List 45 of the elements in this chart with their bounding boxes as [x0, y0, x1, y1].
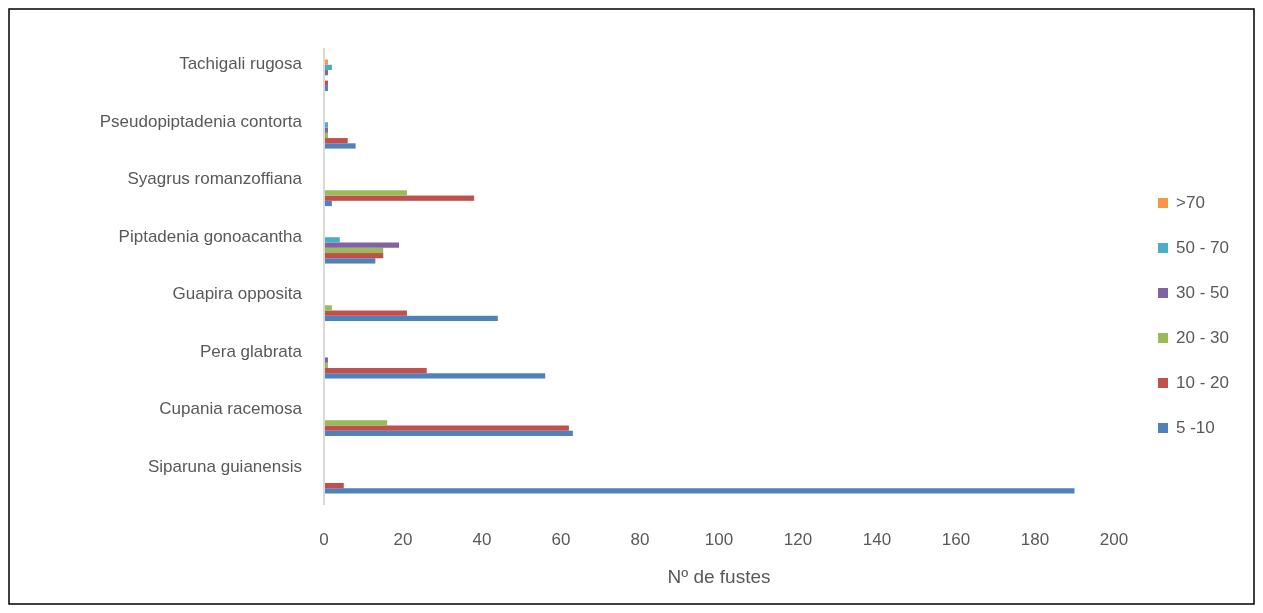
- legend-label: >70: [1176, 193, 1205, 212]
- bar: [324, 258, 376, 264]
- bar: [324, 482, 344, 489]
- legend-label: 30 - 50: [1176, 283, 1229, 302]
- y-tick-label: Cupania racemosa: [159, 399, 303, 419]
- x-tick-label: 200: [1099, 530, 1129, 549]
- bar: [324, 195, 475, 201]
- x-tick-label: 40: [472, 530, 492, 549]
- x-tick-label: 20: [393, 530, 413, 549]
- x-tick-label: 60: [551, 530, 571, 549]
- bar: [324, 143, 356, 149]
- y-tick-label: Siparuna guianensis: [147, 456, 302, 476]
- legend-label: 5 -10: [1176, 418, 1215, 437]
- bar: [324, 247, 384, 254]
- bar: [324, 368, 427, 374]
- x-axis-title: Nº de fustes: [667, 566, 771, 587]
- y-tick-label: Pseudopiptadenia contorta: [99, 111, 303, 131]
- y-tick-label: Tachigali rugosa: [179, 54, 303, 74]
- x-tick-label: 100: [704, 530, 734, 549]
- x-tick-label: 180: [1020, 530, 1050, 549]
- legend-label: 10 - 20: [1176, 373, 1229, 392]
- bar: [324, 138, 348, 144]
- bar: [324, 305, 332, 311]
- bar: [324, 237, 340, 243]
- y-tick-label: Guapira opposita: [172, 284, 303, 304]
- x-tick-label: 80: [630, 530, 650, 549]
- x-tick-label: 140: [862, 530, 892, 549]
- bar: [324, 190, 407, 196]
- bar: [324, 315, 498, 322]
- bar: [324, 425, 569, 431]
- bar: [324, 488, 1075, 494]
- bar: [324, 430, 573, 437]
- legend-label: 50 - 70: [1176, 238, 1229, 257]
- bar: [324, 310, 407, 316]
- y-tick-label: Syagrus romanzoffiana: [127, 169, 303, 189]
- bar: [324, 253, 384, 259]
- y-tick-label: Piptadenia gonoacantha: [118, 226, 303, 246]
- x-tick-label: 160: [941, 530, 971, 549]
- bar: [324, 373, 546, 379]
- bar: [324, 420, 388, 426]
- bar: [324, 242, 400, 248]
- x-tick-label: 0: [319, 530, 329, 549]
- y-tick-label: Pera glabrata: [199, 341, 303, 361]
- legend-label: 20 - 30: [1176, 328, 1229, 347]
- x-tick-label: 120: [783, 530, 813, 549]
